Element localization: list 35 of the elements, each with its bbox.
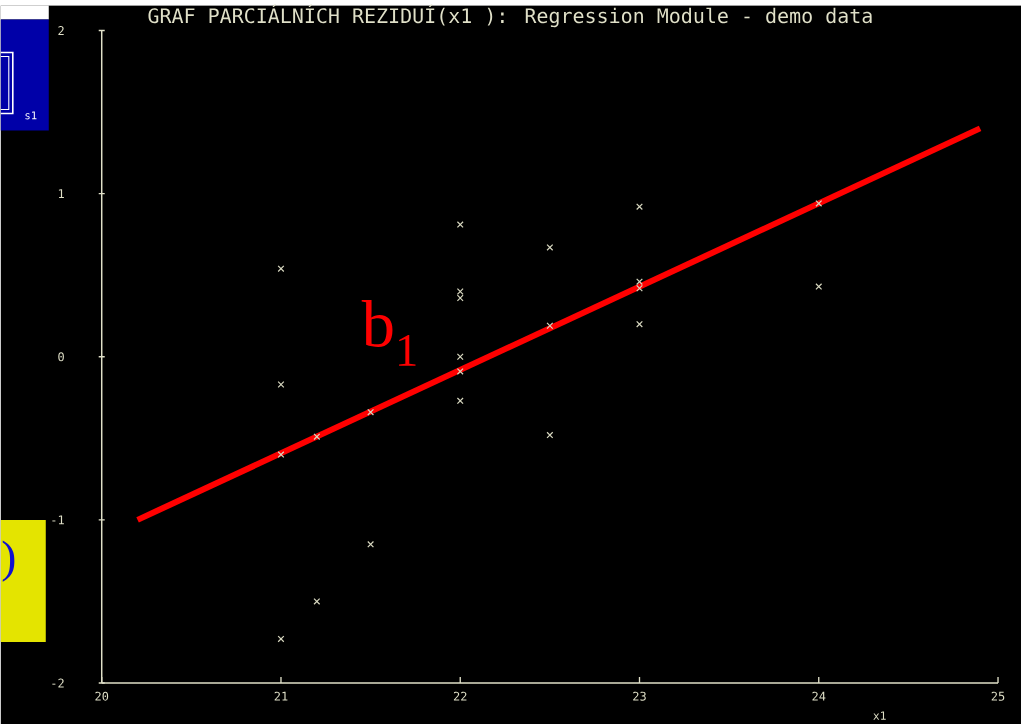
point <box>367 408 375 416</box>
x-tick-label: 21 <box>274 691 288 701</box>
y-tick-label: -2 <box>52 678 64 688</box>
point <box>456 287 464 295</box>
y-tick-label: 1 <box>58 189 64 198</box>
x-tick-label: 22 <box>453 691 467 701</box>
point <box>456 367 464 375</box>
x-tick-label: 24 <box>812 691 826 701</box>
point <box>636 284 643 292</box>
point <box>277 451 285 458</box>
x-tick-label: 20 <box>95 691 109 701</box>
y-tick-label: 0 <box>58 352 64 362</box>
text: s1 <box>25 111 37 120</box>
point <box>277 265 285 272</box>
point <box>313 597 321 605</box>
x-tick-label: 25 <box>991 691 1005 701</box>
y-tick-label: 2 <box>58 25 64 35</box>
point <box>456 221 464 228</box>
point <box>546 243 554 251</box>
x-tick-label: 23 <box>633 691 646 701</box>
point <box>815 199 823 207</box>
point <box>636 278 643 286</box>
x-axis-title: x1 <box>873 711 886 720</box>
series-label: b$_{1}$ <box>361 300 416 366</box>
point <box>636 320 643 328</box>
chart-title: GRAF PARCIÁLNÍCH REZIDUÍ(x1 ): Regression Module - demo data <box>148 4 872 28</box>
text: ) <box>2 540 15 582</box>
point <box>546 322 554 330</box>
point <box>636 203 643 211</box>
y-tick-label: -1 <box>52 515 64 525</box>
point <box>546 431 554 439</box>
point <box>277 380 285 388</box>
point <box>313 433 321 441</box>
point <box>456 294 464 302</box>
point <box>815 283 823 290</box>
